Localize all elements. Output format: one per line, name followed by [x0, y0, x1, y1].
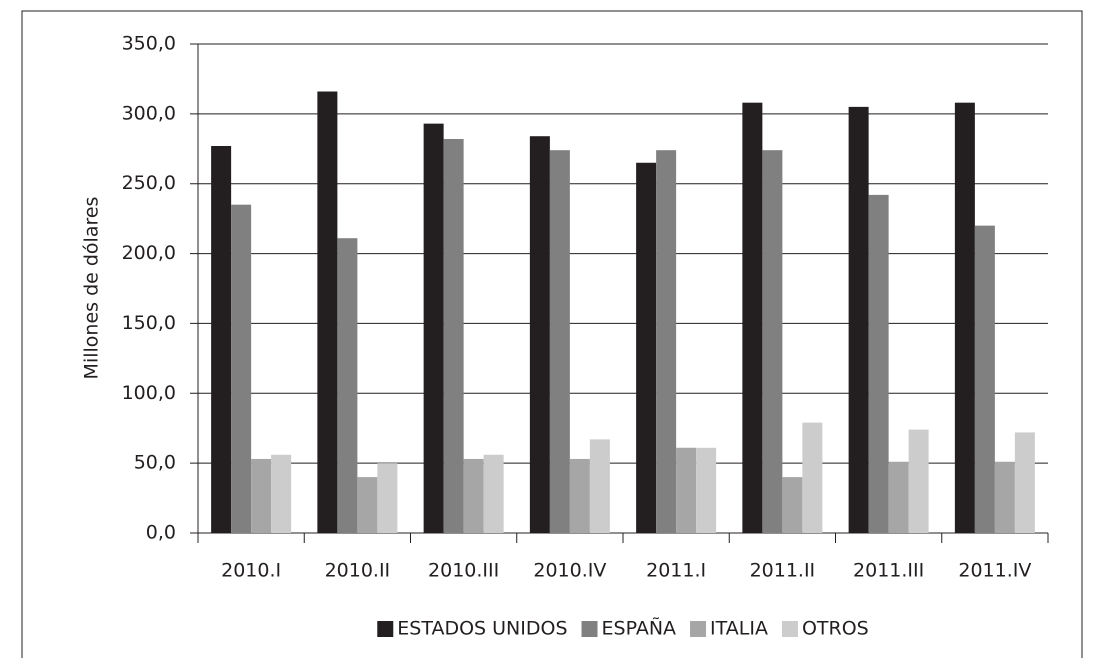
legend-swatch: [377, 621, 394, 637]
bar: [888, 461, 909, 533]
y-tick-label: 350,0: [122, 33, 176, 55]
bar: [569, 458, 590, 533]
legend-swatch: [781, 621, 798, 637]
y-tick-label: 0,0: [146, 522, 176, 544]
legend-label: ITALIA: [710, 618, 768, 640]
bar: [908, 429, 929, 533]
bar: [317, 91, 338, 533]
bar: [656, 150, 677, 533]
y-tick-label: 200,0: [122, 242, 176, 264]
y-tick-label: 150,0: [122, 312, 176, 334]
bar: [782, 477, 803, 533]
x-tick-label: 2011.II: [750, 560, 816, 582]
bar: [954, 102, 975, 534]
x-tick-label: 2011.III: [853, 560, 924, 582]
bar: [742, 102, 763, 534]
bar: [463, 458, 484, 533]
y-axis-label: Millones de dólares: [81, 197, 103, 380]
legend-label: OTROS: [802, 618, 869, 640]
bar: [762, 150, 783, 533]
legend-label: ESPAÑA: [602, 617, 677, 640]
bar: [802, 422, 823, 533]
bar: [994, 461, 1015, 533]
bar: [529, 136, 550, 533]
bar: [443, 139, 464, 533]
x-tick-label: 2011.I: [646, 560, 706, 582]
x-tick-label: 2010.II: [325, 560, 391, 582]
bar: [676, 447, 697, 533]
bar: [974, 225, 995, 533]
y-tick-label: 250,0: [122, 172, 176, 194]
bar: [271, 454, 292, 533]
bar: [549, 150, 570, 533]
bar: [251, 458, 272, 533]
bar: [636, 162, 657, 533]
y-tick-label: 300,0: [122, 102, 176, 124]
x-tick-label: 2010.IV: [533, 560, 606, 582]
bar: [589, 439, 610, 533]
x-tick-label: 2011.IV: [958, 560, 1031, 582]
bar: [357, 477, 378, 533]
bar: [848, 106, 869, 533]
bar: [377, 463, 398, 533]
legend-swatch: [690, 621, 707, 637]
bar: [483, 454, 504, 533]
y-tick-label: 50,0: [134, 452, 176, 474]
legend-label: ESTADOS UNIDOS: [397, 618, 567, 640]
bar: [696, 447, 717, 533]
legend-swatch: [581, 621, 598, 637]
x-tick-label: 2010.I: [221, 560, 281, 582]
bar: [423, 123, 444, 533]
bar: [337, 238, 358, 533]
frame: [21, 10, 1083, 658]
x-tick-label: 2010.III: [428, 560, 499, 582]
bar: [1014, 432, 1035, 533]
bar: [211, 145, 232, 533]
y-tick-label: 100,0: [122, 382, 176, 404]
bar: [231, 204, 252, 533]
bar: [868, 194, 889, 534]
